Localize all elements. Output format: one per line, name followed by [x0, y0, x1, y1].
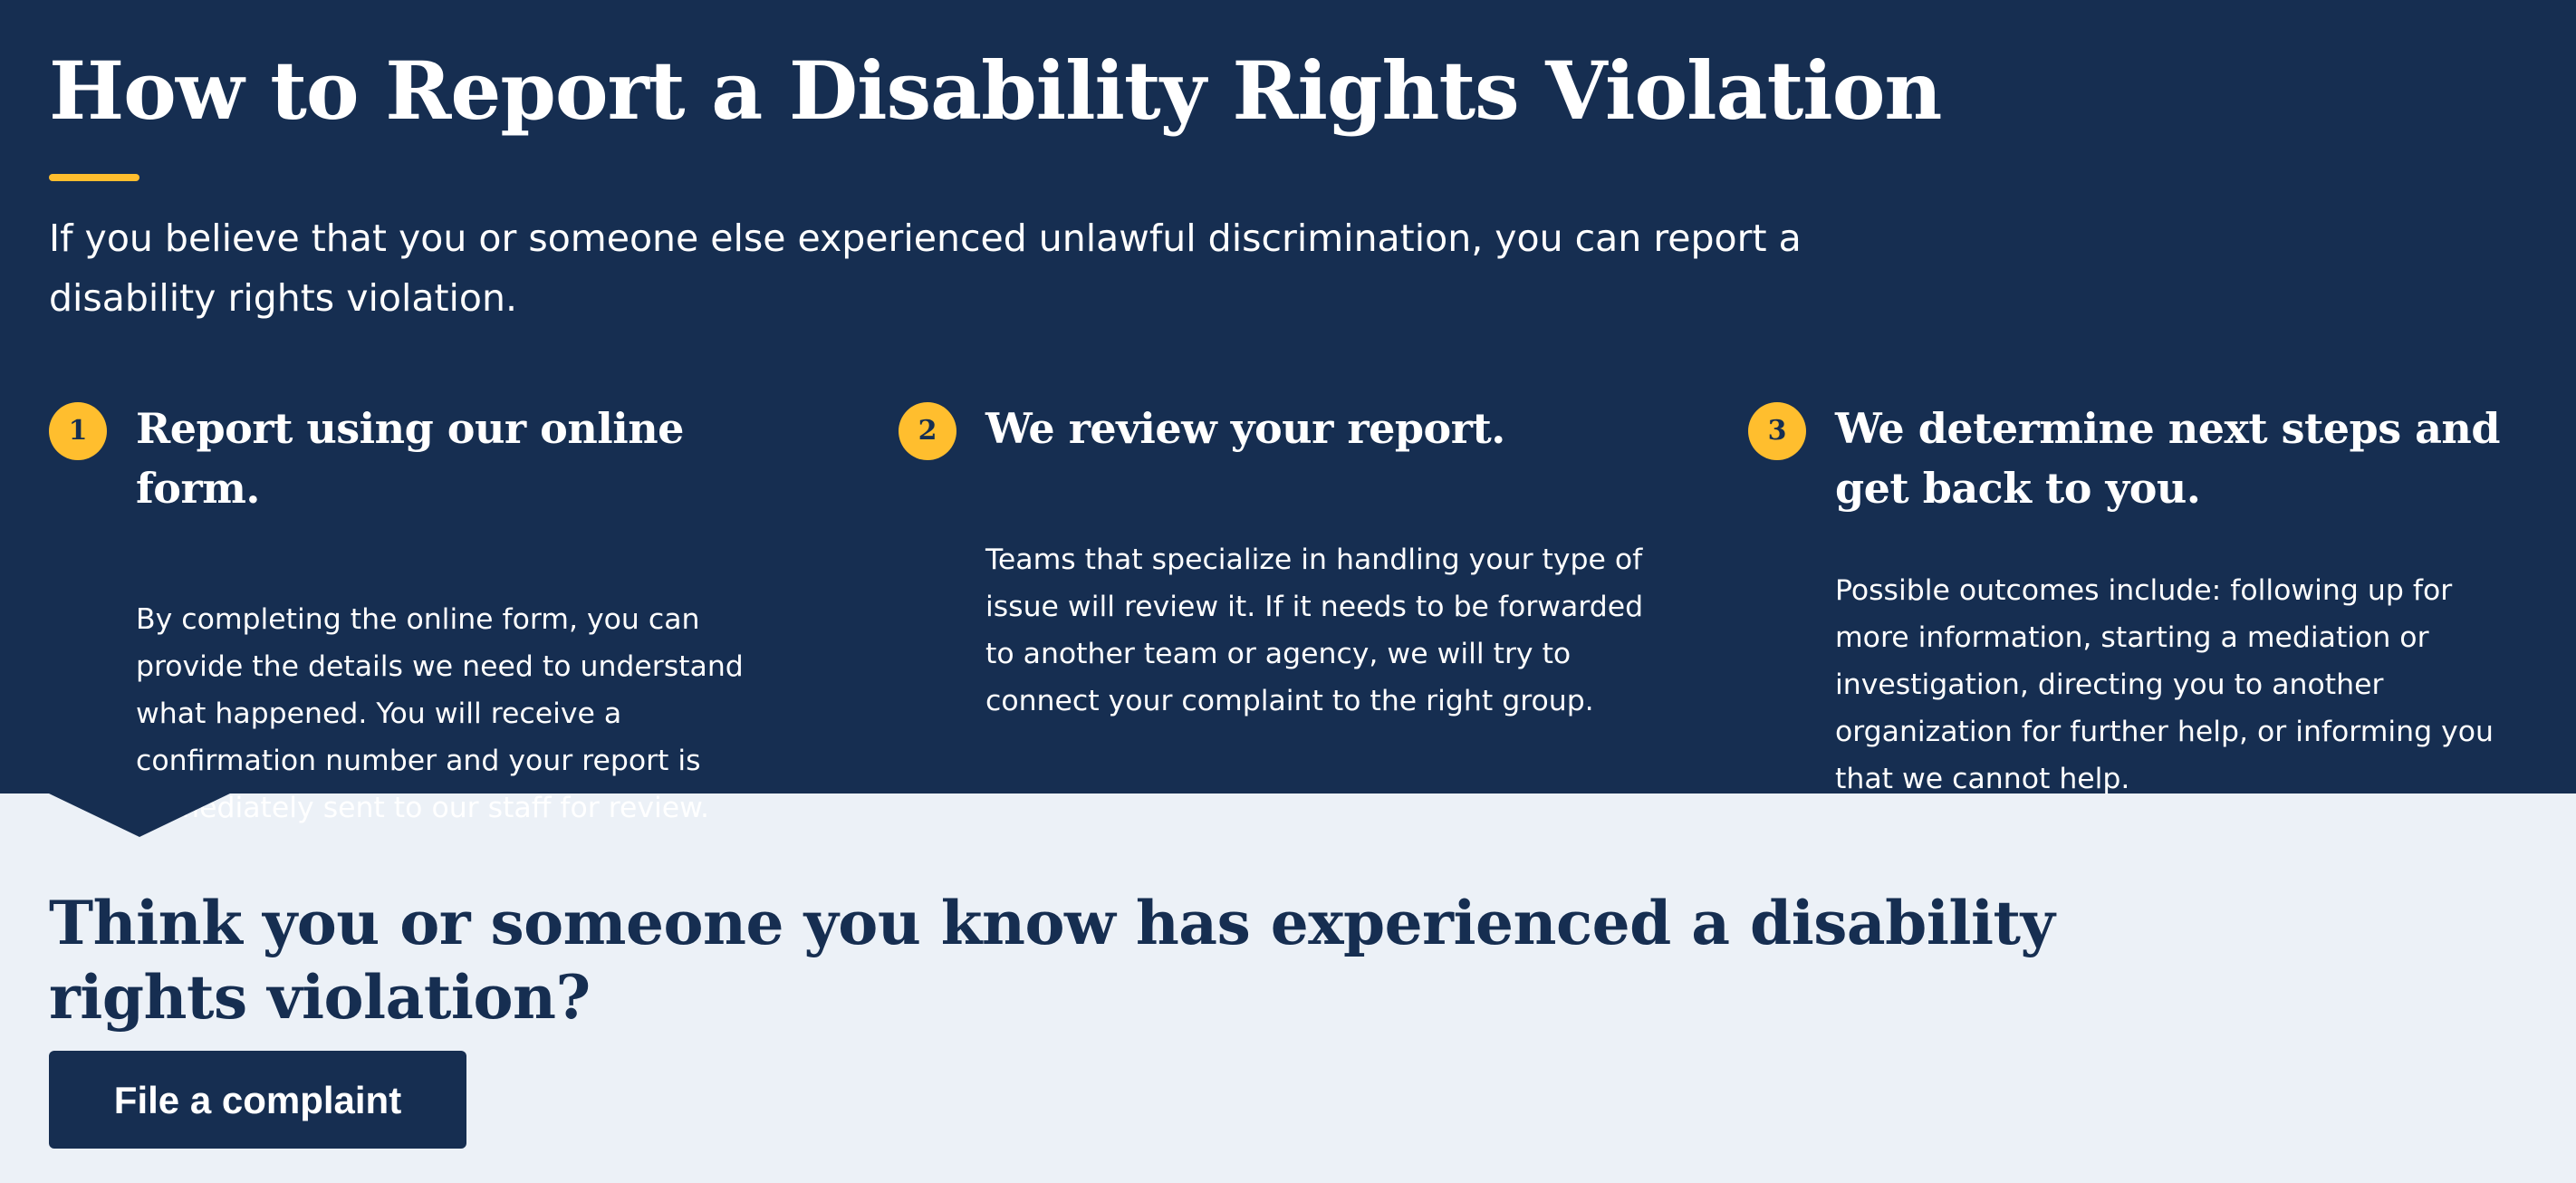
call-to-action-section: Think you or someone you know has experi… [49, 886, 2223, 1149]
step-3: 3 We determine next steps and get back t… [1748, 399, 2509, 803]
step-description: Teams that specialize in handling your t… [985, 543, 1644, 717]
step-number-badge: 1 [49, 402, 107, 460]
step-title: Report using our online form. [136, 404, 684, 513]
step-description: By completing the online form, you can p… [136, 603, 744, 824]
process-steps: 1 Report using our online form. By compl… [49, 399, 2549, 824]
page-title: How to Report a Disability Rights Violat… [49, 43, 1942, 138]
step-body: We determine next steps and get back to … [1835, 399, 2509, 803]
step-number-badge: 2 [899, 402, 956, 460]
step-number-badge: 3 [1748, 402, 1806, 460]
step-title: We determine next steps and get back to … [1835, 404, 2501, 513]
hero-section: How to Report a Disability Rights Violat… [0, 0, 2576, 824]
section-pointer-triangle [49, 793, 230, 837]
title-accent-rule [49, 174, 139, 181]
step-title: We review your report. [985, 404, 1505, 453]
step-description: Possible outcomes include: following up … [1835, 574, 2494, 795]
file-complaint-button[interactable]: File a complaint [49, 1051, 466, 1149]
step-body: Report using our online form. By complet… [136, 399, 810, 832]
step-1: 1 Report using our online form. By compl… [49, 399, 810, 832]
step-2: 2 We review your report. Teams that spec… [899, 399, 1659, 725]
step-body: We review your report. Teams that specia… [985, 399, 1659, 725]
hero-intro: If you believe that you or someone else … [49, 216, 1802, 320]
cta-heading: Think you or someone you know has experi… [49, 888, 2055, 1033]
